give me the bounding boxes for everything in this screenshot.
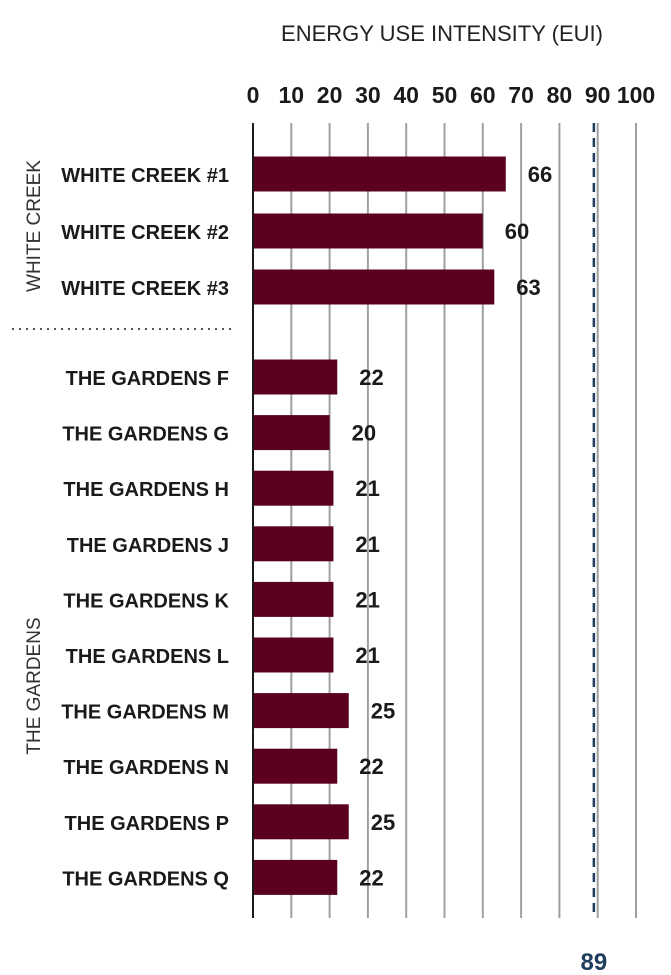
bar-the-gardens-l xyxy=(253,637,334,673)
value-label: 20 xyxy=(352,421,376,446)
bar-the-gardens-g xyxy=(253,415,330,451)
bar-the-gardens-k xyxy=(253,581,334,617)
category-label: WHITE CREEK #1 xyxy=(61,165,229,187)
x-tick-label: 70 xyxy=(508,82,534,108)
value-label: 21 xyxy=(355,532,379,557)
category-label: THE GARDENS Q xyxy=(62,868,229,890)
category-labels: WHITE CREEK #1 WHITE CREEK #2 WHITE CREEK … xyxy=(61,165,229,890)
value-label: 66 xyxy=(528,162,552,187)
x-tick-label: 80 xyxy=(547,82,573,108)
category-label: THE GARDENS N xyxy=(63,757,229,779)
group-labels: WHITE CREEK THE GARDENS xyxy=(12,160,232,755)
value-label: 22 xyxy=(359,365,383,390)
group-label: WHITE CREEK xyxy=(24,160,45,292)
value-label: 21 xyxy=(355,643,379,668)
bar-the-gardens-f xyxy=(253,359,338,395)
bar-white-creek-1 xyxy=(253,156,506,192)
category-label: THE GARDENS G xyxy=(62,424,229,446)
value-label: 21 xyxy=(355,587,379,612)
x-tick-label: 50 xyxy=(432,82,458,108)
x-tick-label: 20 xyxy=(317,82,343,108)
x-tick-label: 100 xyxy=(617,82,655,108)
grid-lines xyxy=(290,123,637,918)
reference-line-label: 89 xyxy=(581,949,608,975)
value-label: 25 xyxy=(371,699,395,724)
x-tick-label: 60 xyxy=(470,82,496,108)
value-labels: 66 60 63 22 20 21 21 21 21 25 22 25 22 xyxy=(352,162,553,890)
category-label: WHITE CREEK #3 xyxy=(61,278,229,300)
category-label: THE GARDENS F xyxy=(66,368,229,390)
bar-the-gardens-j xyxy=(253,526,334,562)
category-label: THE GARDENS M xyxy=(61,702,229,724)
x-tick-label: 10 xyxy=(279,82,305,108)
value-label: 21 xyxy=(355,476,379,501)
category-label: WHITE CREEK #2 xyxy=(61,222,229,244)
category-label: THE GARDENS P xyxy=(65,813,229,835)
reference-line-group: 89 xyxy=(581,123,608,975)
category-label: THE GARDENS L xyxy=(66,646,229,668)
category-label: THE GARDENS K xyxy=(63,590,229,612)
value-label: 60 xyxy=(505,219,529,244)
chart-title: ENERGY USE INTENSITY (EUI) xyxy=(281,21,603,46)
bar-the-gardens-p xyxy=(253,804,349,840)
bar-the-gardens-n xyxy=(253,748,338,784)
bars xyxy=(253,156,506,895)
bar-the-gardens-h xyxy=(253,470,334,506)
value-label: 25 xyxy=(371,810,395,835)
value-label: 22 xyxy=(359,754,383,779)
bar-white-creek-2 xyxy=(253,213,483,249)
x-tick-label: 40 xyxy=(393,82,419,108)
x-tick-label: 0 xyxy=(247,82,260,108)
group-label: THE GARDENS xyxy=(24,617,45,754)
x-tick-label: 90 xyxy=(585,82,611,108)
value-label: 63 xyxy=(516,275,540,300)
x-axis-ticks: 0 10 20 30 40 50 60 70 80 90 100 xyxy=(247,82,656,108)
x-tick-label: 30 xyxy=(355,82,381,108)
bar-the-gardens-m xyxy=(253,693,349,729)
category-label: THE GARDENS J xyxy=(67,535,229,557)
bar-the-gardens-q xyxy=(253,859,338,895)
value-label: 22 xyxy=(359,865,383,890)
category-label: THE GARDENS H xyxy=(63,479,229,501)
bar-white-creek-3 xyxy=(253,269,495,305)
